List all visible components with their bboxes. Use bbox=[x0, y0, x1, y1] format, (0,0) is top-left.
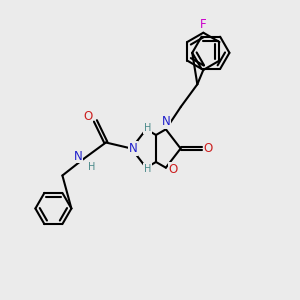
Text: H: H bbox=[144, 164, 151, 174]
Text: F: F bbox=[200, 18, 207, 31]
Text: O: O bbox=[83, 110, 92, 123]
Text: O: O bbox=[204, 142, 213, 155]
Text: N: N bbox=[128, 142, 137, 155]
Text: N: N bbox=[162, 115, 171, 128]
Text: O: O bbox=[169, 163, 178, 176]
Text: H: H bbox=[88, 162, 95, 172]
Text: H: H bbox=[144, 123, 151, 134]
Text: N: N bbox=[74, 149, 82, 163]
